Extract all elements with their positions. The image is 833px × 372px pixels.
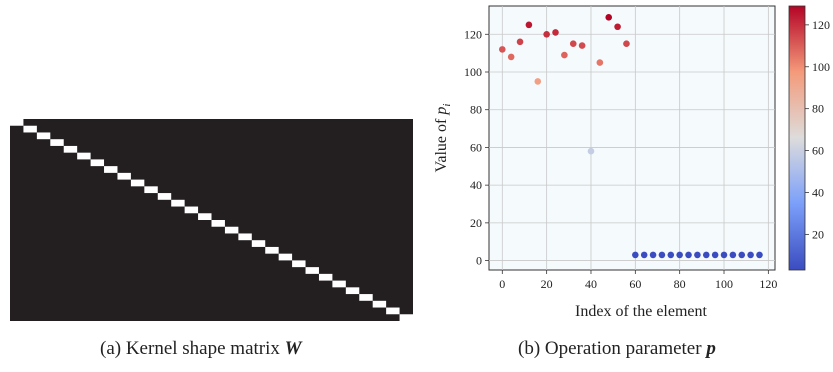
scatter-point [747,251,754,259]
diagonal-cell [144,186,158,194]
diagonal-cell [372,300,387,308]
x-tick-label: 0 [499,277,505,291]
colorbar-tick-label: 20 [812,227,824,241]
scatter-point [499,46,506,53]
y-tick-label: 120 [464,27,482,41]
scatter-point [569,40,577,48]
diagonal-cell [90,159,105,167]
y-tick-label: 80 [470,103,482,117]
scatter-point [507,53,515,61]
kernel-matrix-heatmap [10,119,413,321]
scatter-point [516,38,524,46]
scatter-point [552,29,559,36]
scatter-point [676,251,683,259]
y-tick-label: 20 [470,216,482,230]
diagonal-cell [359,294,373,301]
diagonal-cell [278,253,293,261]
diagonal-cell [224,226,239,234]
colorbar-tick-label: 80 [812,102,824,116]
scatter-point [587,147,595,155]
diagonal-cell [238,233,252,241]
diagonal-cell [50,139,64,146]
x-axis-label: Index of the element [575,303,708,320]
caption-b: (b) Operation parameter p [518,338,716,359]
x-tick-label: 100 [715,277,733,291]
scatter-point [649,251,657,259]
diagonal-cell [130,179,145,187]
scatter-point [534,78,542,85]
scatter-point [658,251,666,259]
y-axis-label: Value of pi [433,104,453,173]
diagonal-cell [184,206,199,214]
scatter-point [720,251,728,259]
scatter-point [632,251,639,259]
diagonal-cell [23,125,37,133]
diagonal-cell [157,193,172,200]
scatter-point [640,251,648,259]
y-tick-label: 100 [464,65,482,79]
diagonal-cell [399,314,413,321]
scatter-point [729,251,737,259]
x-tick-label: 40 [585,277,597,291]
diagonal-cell [117,172,131,180]
colorbar-tick-label: 40 [812,185,824,199]
scatter-point [614,23,621,31]
scatter-point [711,251,719,259]
scatter-point [525,21,533,29]
diagonal-cell [77,152,91,160]
x-tick-label: 60 [629,277,641,291]
x-tick-label: 80 [674,277,686,291]
caption-a: (a) Kernel shape matrix W [100,338,302,359]
diagonal-cell [198,213,212,220]
scatter-point [596,59,604,66]
y-tick-label: 40 [470,178,482,192]
diagonal-cell [345,287,360,295]
diagonal-cell [318,273,333,281]
scatter-point [756,251,763,259]
scatter-point [694,251,701,259]
colorbar-tick-label: 120 [812,18,830,32]
scatter-point [738,251,746,259]
scatter-point [667,251,675,259]
scatter-point [685,251,692,259]
diagonal-cell [305,267,319,274]
diagonal-cell [332,280,346,288]
x-tick-label: 20 [541,277,553,291]
colorbar-tick-label: 100 [812,60,830,74]
scatter-point [605,14,613,21]
diagonal-cell [211,220,225,227]
colorbar [788,5,806,271]
diagonal-cell [265,246,279,254]
diagonal-cell [292,260,306,268]
diagonal-cell [36,132,51,140]
scatter-point [561,51,568,59]
scatter-point [623,40,630,48]
diagonal-cell [63,145,78,153]
colorbar-tick-label: 60 [812,144,824,158]
diagonal-cell [10,119,24,126]
scatter-point [543,30,550,38]
diagonal-cell [171,199,185,207]
diagonal-cell [104,166,118,173]
y-tick-label: 60 [470,140,482,154]
operation-parameter-scatter: 0 20 40 60 80 100 120 0 20 40 60 80 100 120 Index of… [433,5,830,320]
plot-area [488,5,776,271]
diagonal-cell [251,240,266,247]
scatter-point [578,42,586,49]
scatter-point [702,251,710,259]
y-tick-label: 0 [476,254,482,268]
x-tick-label: 120 [759,277,777,291]
diagonal-cell [386,307,400,315]
